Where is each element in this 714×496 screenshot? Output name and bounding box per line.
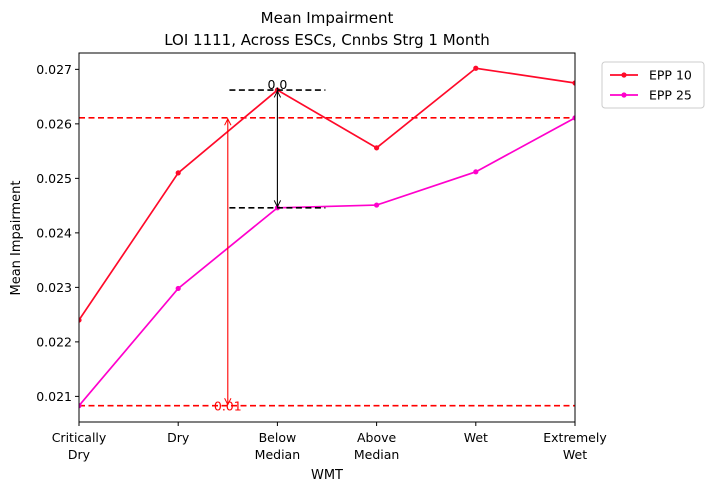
data-point-epp-10-3 [374,145,380,151]
legend-swatch-marker [621,72,627,78]
data-point-epp-25-0 [79,403,82,409]
annotation-range-label: 0.01 [214,399,242,414]
data-point-epp-25-4 [473,169,479,175]
x-axis-label: WMT [311,468,343,483]
series-line-epp-25 [79,117,575,407]
legend-label: EPP 10 [649,68,692,83]
chart-subtitle: LOI 1111, Across ESCs, Cnnbs Strg 1 Mont… [164,31,490,49]
x-tick-label: Above Median [354,430,399,462]
x-tick-label: Below Median [255,430,300,462]
chart-title: Mean Impairment [261,9,394,27]
x-tick-label: Wet [464,430,488,445]
y-tick-label: 0.023 [36,280,72,295]
x-tick-label: Dry [167,430,190,445]
y-tick-label: 0.024 [36,225,72,240]
y-tick-label: 0.027 [36,62,72,77]
plot-frame [78,52,576,423]
y-axis-label: Mean Impairment [9,181,24,296]
y-tick-label: 0.026 [36,116,72,131]
data-point-epp-25-5 [572,115,575,121]
y-tick-label: 0.021 [36,389,72,404]
x-tick-label: Extremely Wet [543,430,607,462]
data-point-epp-25-1 [175,285,181,292]
legend-box [601,61,705,109]
data-point-epp-25-3 [374,202,380,208]
data-point-epp-10-0 [79,317,82,323]
series-line-epp-10 [79,67,575,321]
annotation-diff-label: 0.0 [267,77,287,92]
legend-label: EPP 25 [649,88,692,103]
legend-swatch-marker [621,92,627,98]
y-tick-label: 0.025 [36,171,72,186]
x-tick-label: Critically Dry [52,430,107,462]
data-point-epp-10-1 [175,170,181,176]
y-tick-label: 0.022 [36,334,72,349]
data-point-epp-10-4 [473,65,479,71]
series-group [79,65,575,409]
data-point-epp-10-5 [572,80,575,86]
